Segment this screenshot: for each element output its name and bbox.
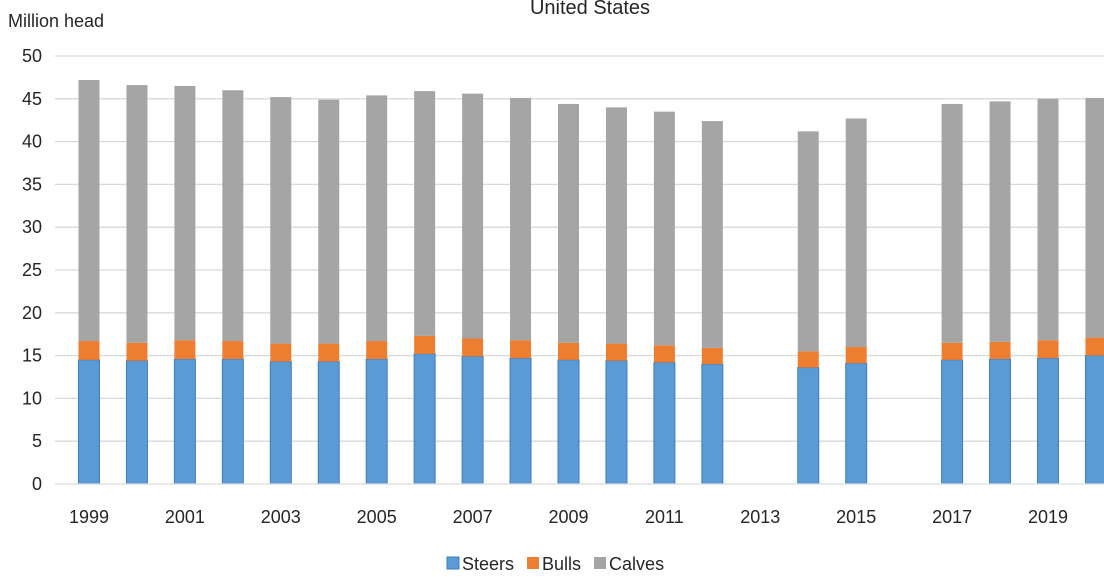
bar-segment-calves <box>174 85 196 341</box>
y-axis-ticks: 0 5 10 15 20 25 30 35 40 45 50 <box>22 46 42 494</box>
bar-segment-bulls <box>1037 340 1059 359</box>
x-tick-label: 1999 <box>69 507 109 527</box>
bar-segment-steers <box>413 353 436 485</box>
bar-segment-bulls <box>653 345 675 363</box>
bar-segment-steers <box>653 361 676 485</box>
bar-segment-steers <box>173 358 196 485</box>
y-tick-label: 25 <box>22 260 42 280</box>
bar-segment-calves <box>222 90 244 342</box>
bar-segment-bulls <box>174 340 196 360</box>
legend-label: Steers <box>462 554 514 574</box>
bar-segment-steers <box>1037 357 1059 485</box>
bar-segment-bulls <box>605 343 627 361</box>
bar-segment-steers <box>797 367 820 485</box>
bar-segment-steers <box>845 362 868 485</box>
legend-label: Bulls <box>542 554 581 574</box>
bar-segment-steers <box>941 359 964 485</box>
x-tick-label: 2009 <box>548 507 588 527</box>
x-tick-label: 2001 <box>165 507 205 527</box>
bar-segment-steers <box>125 360 148 485</box>
legend-swatch <box>594 557 607 569</box>
bar-segment-calves <box>1037 98 1059 341</box>
y-tick-label: 30 <box>22 217 42 237</box>
bar-segment-bulls <box>222 341 244 360</box>
bar-segment-calves <box>845 118 867 348</box>
bar-segment-bulls <box>366 341 388 360</box>
x-tick-label: 2013 <box>740 507 780 527</box>
bar-segment-calves <box>797 131 819 352</box>
bar-segment-bulls <box>78 341 100 360</box>
y-tick-label: 5 <box>32 431 42 451</box>
bar-segment-steers <box>317 361 340 485</box>
x-tick-label: 2019 <box>1028 507 1068 527</box>
x-axis-ticks: 1999 2001 2003 2005 2007 2009 2011 2013 2015 2017… <box>69 507 1068 527</box>
bar-segment-calves <box>510 97 532 341</box>
bar-segment-steers <box>509 357 532 485</box>
bar-segment-calves <box>941 103 963 343</box>
x-tick-label: 2015 <box>836 507 876 527</box>
bar-segment-bulls <box>414 335 436 354</box>
bar-segment-calves <box>1085 97 1104 338</box>
bar-segment-bulls <box>126 342 148 361</box>
bar-segment-steers <box>989 358 1012 485</box>
y-tick-label: 20 <box>22 303 42 323</box>
bar-segment-calves <box>78 79 100 342</box>
x-tick-label: 2003 <box>261 507 301 527</box>
bars <box>78 79 1104 485</box>
legend-label: Calves <box>609 554 664 574</box>
bar-segment-bulls <box>845 347 867 364</box>
bar-segment-bulls <box>941 342 963 360</box>
bar-segment-calves <box>366 95 388 342</box>
y-tick-label: 10 <box>22 388 42 408</box>
bar-segment-calves <box>126 85 148 343</box>
bar-segment-steers <box>221 358 244 485</box>
bar-segment-bulls <box>1085 337 1104 356</box>
bar-segment-calves <box>605 107 627 344</box>
bar-segment-calves <box>318 99 340 344</box>
legend-swatch <box>446 556 460 570</box>
y-axis-title: Million head <box>8 11 104 31</box>
bar-segment-bulls <box>318 343 340 362</box>
x-tick-label: 2017 <box>932 507 972 527</box>
legend: Steers Bulls Calves <box>446 554 664 574</box>
bar-segment-steers <box>269 361 292 485</box>
bar-segment-calves <box>270 97 292 344</box>
bar-segment-steers <box>557 359 580 485</box>
bar-segment-bulls <box>462 338 484 357</box>
y-tick-label: 50 <box>22 46 42 66</box>
y-tick-label: 0 <box>32 474 42 494</box>
bar-segment-calves <box>653 111 675 346</box>
bar-segment-calves <box>989 101 1011 342</box>
chart-title: United States <box>530 0 650 19</box>
y-tick-label: 45 <box>22 89 42 109</box>
y-tick-label: 35 <box>22 174 42 194</box>
bar-segment-bulls <box>558 342 579 360</box>
bar-segment-steers <box>701 363 724 485</box>
y-tick-label: 40 <box>22 132 42 152</box>
bar-segment-calves <box>558 103 579 343</box>
bar-segment-bulls <box>989 341 1011 360</box>
x-tick-label: 2005 <box>357 507 397 527</box>
bar-segment-bulls <box>797 351 819 368</box>
legend-swatch <box>527 557 540 569</box>
x-tick-label: 2011 <box>645 507 684 527</box>
bar-segment-calves <box>414 91 436 336</box>
bar-segment-bulls <box>701 347 723 365</box>
bar-segment-steers <box>605 360 628 485</box>
x-tick-label: 2007 <box>453 507 493 527</box>
y-tick-label: 15 <box>22 346 42 366</box>
bar-segment-calves <box>701 121 723 348</box>
bar-segment-steers <box>461 355 484 485</box>
bar-segment-steers <box>365 358 388 485</box>
bar-segment-steers <box>1084 355 1104 485</box>
bar-segment-bulls <box>270 343 292 362</box>
bar-segment-bulls <box>510 340 532 359</box>
bar-segment-calves <box>462 93 484 339</box>
bar-segment-steers <box>78 359 100 485</box>
